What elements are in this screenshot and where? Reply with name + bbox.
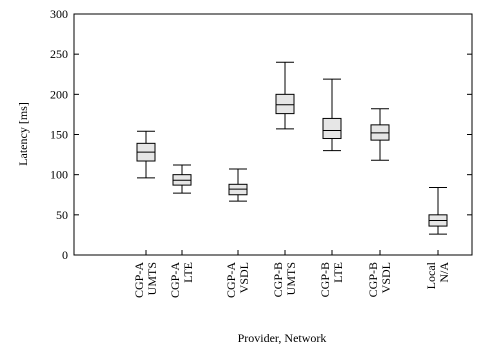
y-axis: 0 50 100 150 200 250 300: [50, 7, 472, 262]
box-3: [275, 61, 295, 130]
y-tick-label: 50: [56, 208, 68, 222]
y-tick-label: 150: [50, 128, 68, 142]
x-axis: CGP-A UMTS CGP-A LTE CGP-A VSDL CGP-B UMTS CGP-B…: [132, 250, 451, 298]
y-tick-label: 100: [50, 168, 68, 182]
y-tick-label: 300: [50, 7, 68, 21]
iqr-box: [275, 93, 295, 115]
x-tick-label-provider: CGP-A: [132, 262, 146, 298]
box-4: [322, 78, 342, 152]
x-tick-label-network: LTE: [181, 262, 195, 283]
box-0: [136, 130, 156, 179]
box-series: [136, 61, 448, 235]
plot-frame: [73, 13, 473, 256]
y-tick-label: 250: [50, 47, 68, 61]
box-1: [172, 164, 192, 194]
iqr-box: [322, 117, 342, 140]
x-tick-label-provider: CGP-B: [271, 262, 285, 297]
box-5: [370, 108, 390, 161]
x-tick-label-provider: CGP-A: [224, 262, 238, 298]
y-tick-label: 0: [62, 248, 68, 262]
x-tick-label-network: UMTS: [284, 262, 298, 295]
x-tick-label-network: LTE: [331, 262, 345, 283]
x-tick-label-provider: CGP-B: [318, 262, 332, 297]
x-tick-label-provider: Local: [424, 261, 438, 289]
y-axis-label: Latency [ms]: [16, 102, 30, 166]
x-tick-label-network: VSDL: [237, 262, 251, 293]
box-6: [428, 187, 448, 235]
y-tick-label: 200: [50, 87, 68, 101]
x-axis-label: Provider, Network: [238, 331, 327, 345]
x-tick-label-provider: CGP-A: [168, 262, 182, 298]
x-tick-label-network: VSDL: [379, 262, 393, 293]
x-tick-label-provider: CGP-B: [366, 262, 380, 297]
x-tick-label-network: UMTS: [145, 262, 159, 295]
box-2: [228, 168, 248, 202]
x-tick-label-network: N/A: [437, 262, 451, 283]
